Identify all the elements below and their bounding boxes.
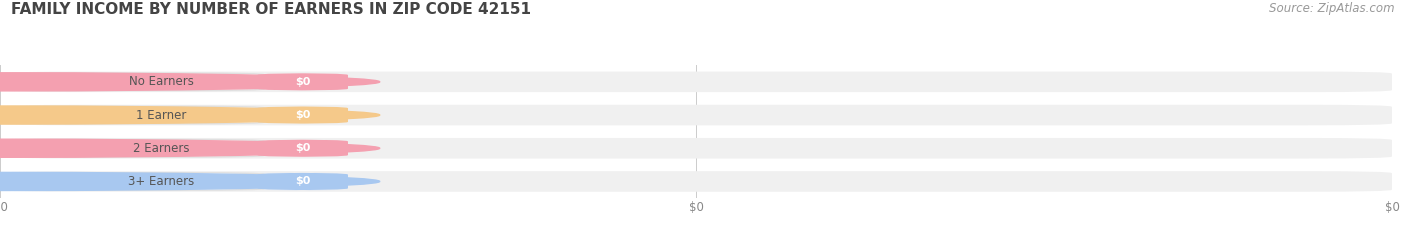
FancyBboxPatch shape	[0, 140, 264, 157]
FancyBboxPatch shape	[0, 173, 264, 190]
Text: 1 Earner: 1 Earner	[136, 109, 187, 122]
FancyBboxPatch shape	[257, 173, 349, 190]
FancyBboxPatch shape	[0, 72, 1392, 92]
Text: 2 Earners: 2 Earners	[134, 142, 190, 155]
Circle shape	[0, 73, 380, 91]
Text: $0: $0	[295, 143, 311, 153]
Circle shape	[0, 139, 380, 157]
Text: $0: $0	[295, 176, 311, 186]
FancyBboxPatch shape	[0, 171, 1392, 192]
FancyBboxPatch shape	[257, 73, 349, 91]
Text: Source: ZipAtlas.com: Source: ZipAtlas.com	[1270, 2, 1395, 15]
Text: No Earners: No Earners	[129, 75, 194, 88]
FancyBboxPatch shape	[0, 105, 1392, 125]
Text: 3+ Earners: 3+ Earners	[128, 175, 194, 188]
FancyBboxPatch shape	[0, 73, 264, 91]
FancyBboxPatch shape	[0, 138, 1392, 158]
Circle shape	[0, 172, 380, 191]
Circle shape	[0, 106, 380, 124]
FancyBboxPatch shape	[257, 106, 349, 124]
Text: FAMILY INCOME BY NUMBER OF EARNERS IN ZIP CODE 42151: FAMILY INCOME BY NUMBER OF EARNERS IN ZI…	[11, 2, 531, 17]
FancyBboxPatch shape	[0, 106, 264, 124]
Text: $0: $0	[295, 77, 311, 87]
FancyBboxPatch shape	[257, 140, 349, 157]
Text: $0: $0	[295, 110, 311, 120]
